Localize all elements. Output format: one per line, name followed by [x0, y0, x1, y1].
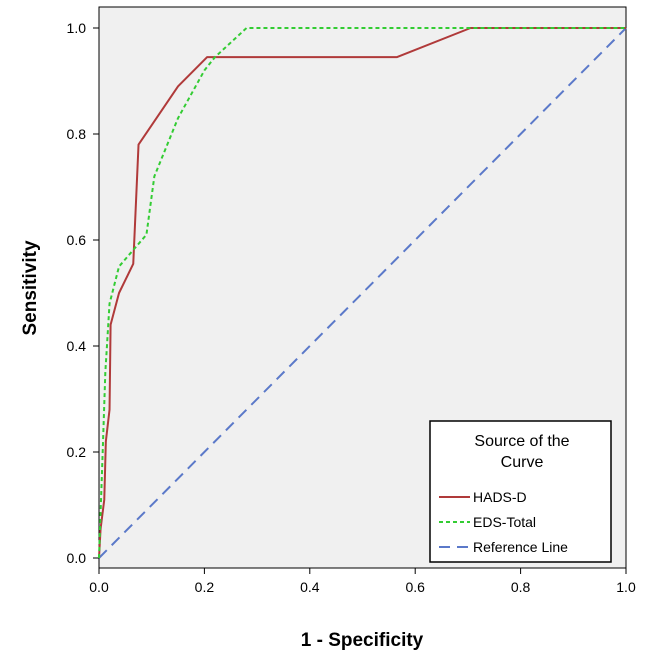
y-tick-label: 0.8 — [67, 126, 87, 142]
x-tick-label: 0.4 — [300, 579, 320, 595]
legend-label: HADS-D — [473, 489, 527, 505]
y-tick-label: 0.2 — [67, 444, 87, 460]
y-tick-label: 0.6 — [67, 232, 87, 248]
series-line-hads-d — [98, 27, 626, 559]
x-tick-label: 0.6 — [405, 579, 425, 595]
x-axis-title: 1 - Specificity — [301, 630, 424, 651]
legend-title-line-2: Curve — [501, 454, 544, 471]
series-line-eds-total — [98, 27, 626, 559]
x-tick-label: 0.0 — [89, 579, 109, 595]
y-tick-label: 0.4 — [67, 338, 87, 354]
series-line-reference-line — [98, 27, 627, 559]
y-axis: 0.0 0.2 0.4 0.6 0.8 1.0 — [67, 20, 99, 566]
series-layer — [98, 27, 627, 559]
legend-label: Reference Line — [473, 539, 568, 555]
legend-title-line-1: Source of the — [474, 433, 569, 450]
x-axis: 0.0 0.2 0.4 0.6 0.8 1.0 — [89, 568, 636, 595]
y-tick-label: 1.0 — [67, 20, 87, 36]
legend-label: EDS-Total — [473, 514, 536, 530]
legend: Source of the Curve HADS-D EDS-Total Refer… — [429, 420, 612, 563]
x-tick-label: 0.8 — [511, 579, 531, 595]
y-tick-label: 0.0 — [67, 550, 87, 566]
legend-box — [429, 420, 612, 563]
y-axis-title: Sensitivity — [20, 240, 41, 335]
x-tick-label: 0.2 — [195, 579, 215, 595]
x-tick-label: 1.0 — [616, 579, 636, 595]
